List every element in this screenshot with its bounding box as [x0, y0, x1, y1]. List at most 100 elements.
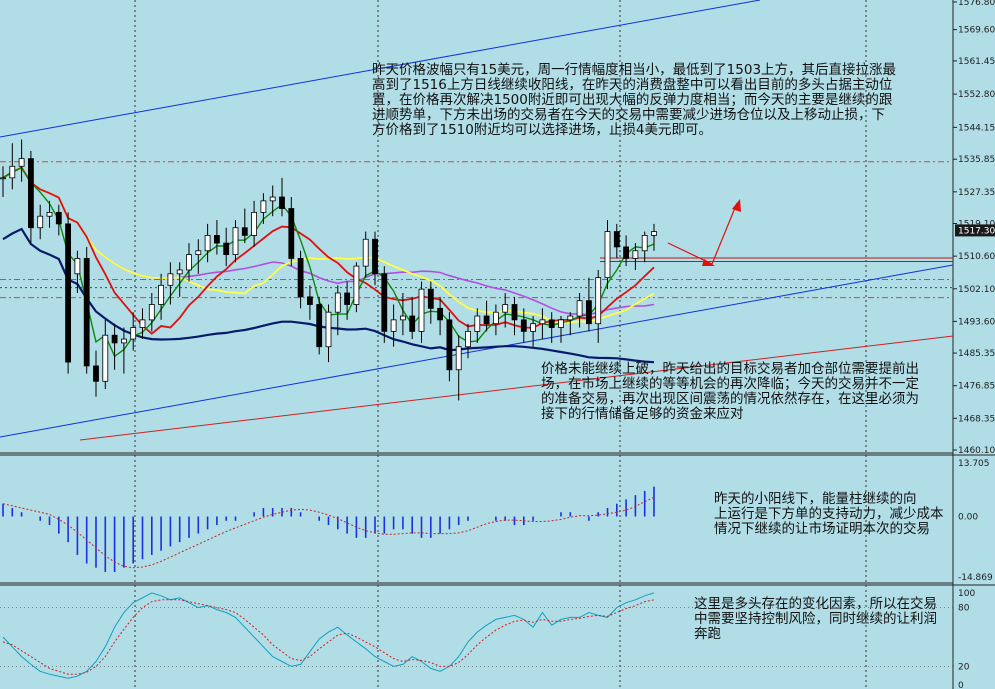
candle-body	[251, 211, 258, 236]
y-tick-label: 1527.35	[958, 188, 995, 198]
candle-body	[595, 277, 602, 325]
y-tick-label: 1569.60	[958, 26, 995, 36]
candle-body	[446, 319, 453, 371]
candle-body	[139, 319, 146, 328]
y-tick-label: 1468.35	[958, 414, 995, 424]
candle-body	[0, 177, 6, 180]
candle-body	[93, 365, 99, 382]
candle-body	[586, 300, 592, 325]
candle-body	[297, 258, 304, 298]
last-price-box	[955, 224, 995, 237]
y-tick-label: 1476.85	[958, 382, 995, 392]
macd-panel	[2, 486, 655, 573]
candle-body	[353, 265, 360, 305]
note-kd: 这里是多头存在的变化因素，所以在交易 中需要坚持控制风险，同时继续的让利润 奔跑	[694, 596, 937, 642]
candle-body	[65, 223, 71, 363]
candle-body	[641, 235, 648, 252]
kd-tick-label: 20	[958, 662, 970, 672]
last-price-label: 1517.30	[958, 226, 995, 236]
y-tick-label: 1561.45	[958, 57, 995, 67]
forecast-arrow	[667, 202, 738, 265]
y-tick-label: 1485.35	[958, 349, 995, 359]
candles	[0, 139, 657, 401]
candle-body	[530, 323, 536, 332]
candle-body	[409, 315, 416, 332]
y-tick-label: 1502.10	[958, 285, 995, 295]
candle-body	[260, 200, 267, 213]
price-panel	[0, 0, 954, 441]
candle-body	[316, 304, 323, 348]
ma-yellow	[2, 166, 655, 325]
trend-line-lower	[0, 264, 954, 438]
candle-body	[83, 258, 90, 367]
macd-tick-label: -14.869	[958, 573, 993, 583]
kd-panel	[0, 592, 953, 679]
arrow-head	[732, 199, 741, 212]
candle-body	[111, 334, 118, 344]
candle-body	[492, 311, 499, 325]
candle-body	[390, 319, 397, 332]
macd-tick-label: 13.705	[958, 459, 990, 469]
kd-signal-line	[2, 599, 655, 675]
candle-body	[46, 211, 53, 217]
candle-body	[613, 231, 620, 248]
level-lines	[0, 161, 953, 299]
candle-body	[502, 304, 509, 313]
candle-body	[381, 273, 388, 332]
candle-body	[55, 211, 62, 225]
y-tick-label: 1544.15	[958, 123, 995, 133]
note-macd: 昨天的小阳线下，能量柱继续的向 上运行是下方单的支持动力，减少成本 情况下继续的…	[714, 491, 944, 537]
candle-body	[213, 235, 220, 244]
candle-body	[18, 158, 25, 167]
candle-body	[651, 231, 657, 236]
price-axis: 1576.80 1569.60 1561.45 1552.80 1544.15 1535.…	[953, 0, 995, 689]
y-tick-label: 1510.60	[958, 252, 995, 262]
candle-body	[279, 196, 285, 209]
candle-body	[27, 158, 34, 229]
trend-line-upper	[0, 0, 761, 138]
macd-signal-line	[2, 496, 655, 569]
candle-body	[102, 334, 109, 382]
candle-body	[306, 296, 313, 305]
candle-body	[604, 231, 611, 279]
candle-body	[223, 242, 230, 255]
note-main: 昨天价格波幅只有15美元，周一行情幅度相当小，最低到了1503上方，其后直接拉涨…	[372, 62, 897, 138]
candle-body	[334, 292, 341, 313]
y-tick-label: 1460.10	[958, 446, 995, 456]
kd-tick-label: 100	[958, 589, 975, 599]
candle-body	[9, 165, 16, 179]
candle-body	[325, 311, 332, 348]
candle-body	[167, 273, 174, 286]
candle-body	[158, 284, 165, 305]
kd-tick-label: 80	[958, 604, 970, 614]
candle-body	[176, 269, 183, 275]
candle-body	[372, 238, 378, 275]
candle-body	[437, 307, 444, 321]
candle-body	[474, 315, 481, 332]
candle-body	[130, 327, 137, 340]
y-tick-label: 1535.85	[958, 155, 995, 165]
y-tick-label: 1576.80	[958, 0, 995, 8]
candle-body	[576, 300, 583, 317]
arrow-head	[702, 259, 715, 266]
ma-red	[2, 166, 655, 335]
candle-body	[37, 215, 44, 229]
candle-body	[623, 246, 629, 259]
candle-body	[344, 292, 351, 305]
candle-body	[558, 319, 564, 328]
candle-body	[548, 319, 555, 328]
y-tick-label: 1552.80	[958, 90, 995, 100]
candle-body	[186, 254, 192, 271]
candle-body	[121, 338, 127, 344]
candle-body	[567, 315, 574, 321]
candle-body	[632, 250, 639, 259]
candle-body	[511, 304, 518, 321]
macd-tick-label: 0.00	[958, 513, 978, 523]
kd-main-line	[2, 592, 655, 679]
candle-body	[520, 319, 527, 332]
candle-body	[455, 346, 462, 371]
trend-lines	[0, 0, 954, 441]
candle-body	[465, 330, 471, 348]
